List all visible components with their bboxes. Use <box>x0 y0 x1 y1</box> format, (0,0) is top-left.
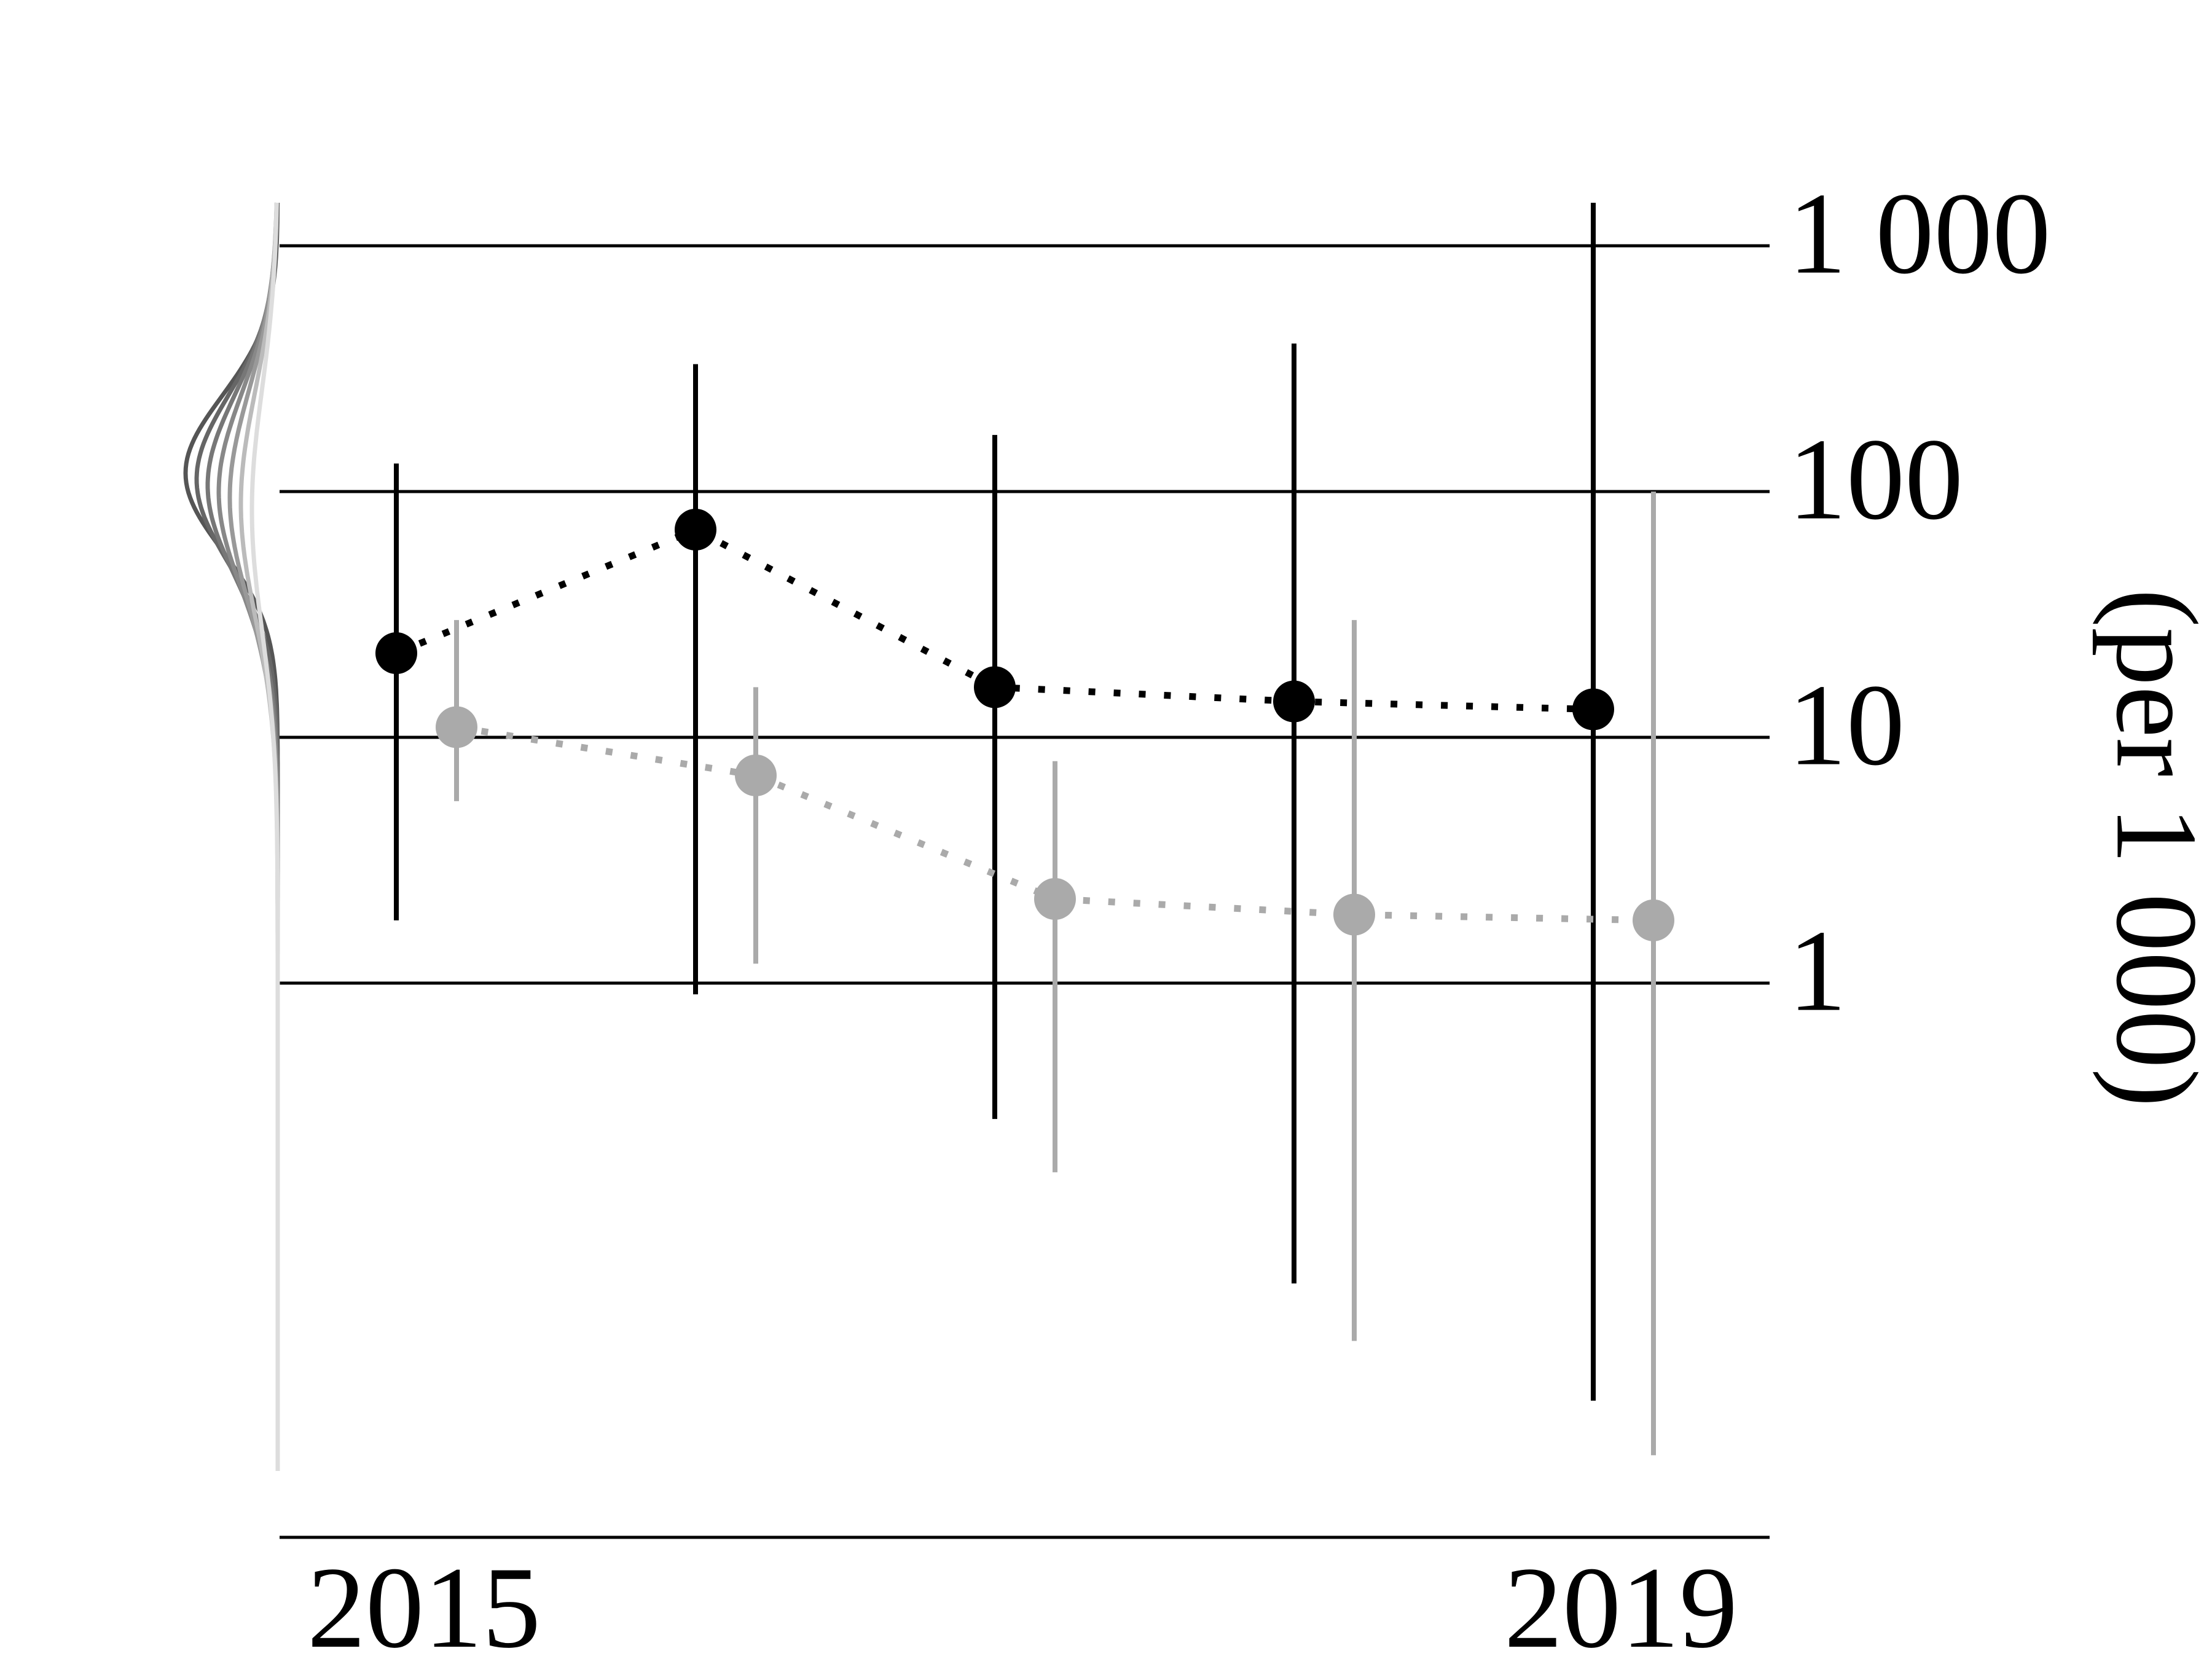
x-tick-label: 2019 <box>1504 1543 1738 1659</box>
y-tick-label: 1 <box>1788 907 1846 1036</box>
data-point <box>375 632 417 675</box>
series-group <box>375 203 1614 1401</box>
data-point <box>1333 893 1375 936</box>
series-group <box>436 492 1674 1456</box>
y-axis-title: (per 1 000) <box>2092 589 2212 1107</box>
data-point <box>1034 878 1076 920</box>
x-tick-labels: 2015 2019 <box>307 1543 1738 1659</box>
data-point <box>1572 688 1614 731</box>
data-point <box>675 508 716 551</box>
series-line <box>456 724 1654 924</box>
y-tick-label: 10 <box>1788 661 1905 790</box>
y-tick-label: 1 000 <box>1788 170 2051 299</box>
x-tick-label: 2015 <box>307 1543 541 1659</box>
prior-density-curves <box>183 202 280 1471</box>
y-tick-label: 100 <box>1788 415 1963 544</box>
data-point <box>436 706 477 748</box>
data-point <box>735 754 777 796</box>
density-curve <box>249 202 280 1471</box>
data-point <box>1633 899 1674 941</box>
series <box>375 203 1674 1456</box>
gridlines <box>280 244 1770 985</box>
data-point <box>974 666 1016 708</box>
series-line <box>394 525 1594 713</box>
data-point <box>1273 680 1315 723</box>
y-tick-labels: 1 10 100 1 000 <box>1788 170 2051 1036</box>
